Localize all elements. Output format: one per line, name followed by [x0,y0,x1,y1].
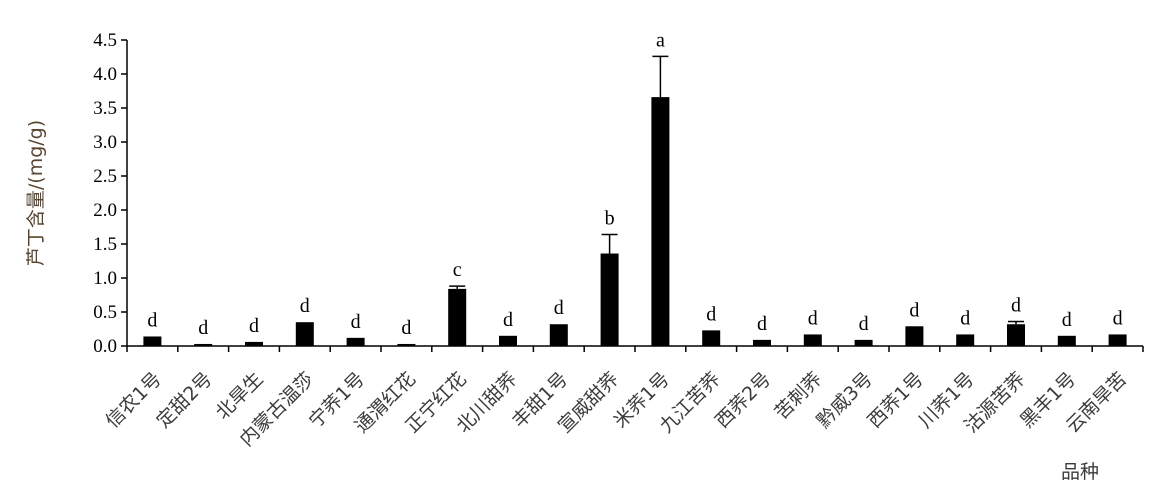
significance-label: d [198,317,208,339]
significance-label: d [808,307,818,329]
bar [600,253,619,346]
y-axis-title: 芦丁含量/(mg/g) [25,120,47,266]
significance-label: d [909,299,919,321]
bar [499,335,517,346]
y-tick-label: 1.5 [93,234,117,255]
bar [1108,334,1127,346]
x-axis-title: 品种 [1061,461,1099,483]
x-category-label: 黔威3号 [813,368,877,432]
significance-labels-group: d d d d d d c d d b a d d d d d d d d d [147,29,1122,339]
bar [1057,335,1076,346]
significance-label: d [859,313,869,335]
significance-label: d [300,295,310,317]
significance-label: d [1062,309,1072,331]
x-category-label: 西荞1号 [864,368,928,432]
y-tick-label: 3.5 [93,98,117,119]
y-tick-label: 0.0 [93,336,117,357]
significance-label: d [1113,307,1123,329]
bar [295,322,314,346]
significance-label: a [656,29,665,51]
y-tick-label: 2.0 [93,200,117,221]
y-tick-label: 3.0 [93,132,117,153]
significance-label: d [503,309,513,331]
bar [549,324,568,346]
x-category-label: 西荞2号 [711,368,775,432]
significance-label: b [605,207,615,229]
significance-label: d [249,315,259,337]
bar [651,97,670,347]
significance-label: d [960,307,970,329]
bar [346,337,365,346]
significance-label: d [147,309,157,331]
y-tick-label: 0.5 [93,302,117,323]
bar [448,288,467,346]
bar [854,339,873,346]
y-tick-label: 4.5 [93,30,117,51]
error-bars-group [449,55,1024,325]
significance-label: d [1011,295,1021,317]
x-category-label: 定甜2号 [152,368,216,432]
bar [245,341,263,346]
significance-label: c [453,259,462,281]
y-axis-ticks: 0.0 0.5 1.0 1.5 2.0 2.5 3.0 3.5 4.0 4.5 [93,30,127,357]
y-tick-label: 4.0 [93,64,117,85]
bar [956,334,975,346]
significance-label: d [706,303,716,325]
x-axis-categories: 信农1号定甜2号北旱生内蒙古温莎宁荞1号通渭红花正宁红花北川甜荞丰甜1号宣威甜荞… [102,346,1144,451]
bar [753,339,771,346]
bar [397,343,416,346]
bar [905,326,924,346]
bar [1007,324,1025,346]
bars-group [143,97,1127,347]
significance-label: d [401,317,411,339]
bar [194,343,213,346]
y-tick-label: 2.5 [93,166,117,187]
bar [803,334,822,346]
x-category-label: 信农1号 [102,368,166,432]
significance-label: d [554,297,564,319]
y-tick-label: 1.0 [93,268,117,289]
bar [702,330,721,346]
significance-label: d [757,313,767,335]
significance-label: d [351,311,361,333]
bar [143,336,162,346]
